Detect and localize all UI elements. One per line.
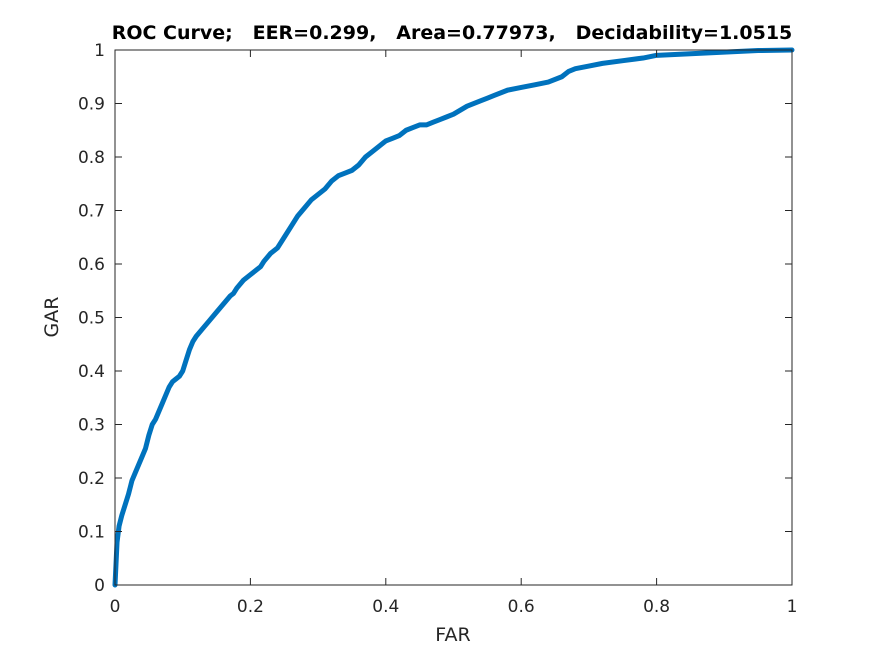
y-tick-label: 0 xyxy=(94,576,105,596)
x-tick-label: 0 xyxy=(110,597,121,617)
x-tick-label: 0.2 xyxy=(237,597,264,617)
x-axis-label: FAR xyxy=(435,624,470,646)
x-tick-label: 0.8 xyxy=(643,597,670,617)
y-tick-label: 0.3 xyxy=(78,416,105,436)
y-tick-label: 0.4 xyxy=(78,362,105,382)
series-layer xyxy=(112,47,795,588)
x-tick-label: 0.6 xyxy=(508,597,535,617)
tick-layer: 0 0.2 0.4 0.6 0.8 1 0 0.1 0.2 0.3 0.4 0.5 0.6 0.7 0.8 0… xyxy=(78,41,797,617)
y-axis-label: GAR xyxy=(41,297,63,338)
x-tick-label: 1 xyxy=(787,597,798,617)
y-tick-label: 1 xyxy=(94,41,105,61)
y-tick-label: 0.9 xyxy=(78,95,105,115)
y-tick-label: 0.5 xyxy=(78,309,105,329)
y-tick-label: 0.1 xyxy=(78,523,105,543)
y-tick-label: 0.7 xyxy=(78,202,105,222)
y-tick-label: 0.2 xyxy=(78,469,105,489)
y-tick-label: 0.8 xyxy=(78,148,105,168)
plot-area xyxy=(115,50,792,585)
y-tick-label: 0.6 xyxy=(78,255,105,275)
roc-curve-line xyxy=(112,47,795,588)
chart-title: ROC Curve; EER=0.299, Area=0.77973, Deci… xyxy=(112,22,793,44)
x-tick-label: 0.4 xyxy=(372,597,399,617)
